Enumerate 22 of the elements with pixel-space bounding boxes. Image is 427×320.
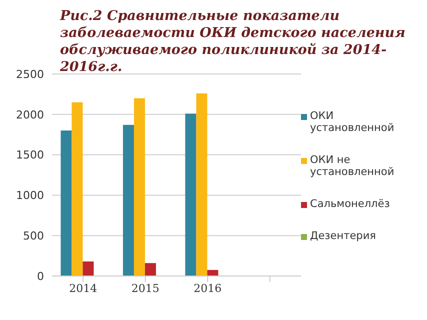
y-tick-label: 2000 [16,108,44,122]
bar [207,270,218,276]
bar [196,93,208,276]
legend-label: Дезентерия [310,230,376,242]
bar [122,124,134,276]
x-tick-label: 2014 [69,282,98,295]
y-tick-label: 500 [23,230,44,243]
bar [72,102,83,276]
y-tick-label: 0 [37,270,44,283]
bar [185,114,196,276]
bar [82,261,94,276]
y-tick-label: 1000 [16,189,44,202]
x-tick-label: 2015 [131,282,160,295]
bar [134,98,145,276]
bar [60,130,72,276]
y-tick-label: 2500 [16,68,44,81]
bar [144,263,156,276]
y-tick-label: 1500 [16,148,44,162]
legend-label: ОКИ не установленной [310,154,396,178]
legend-label: Сальмонеллёз [310,198,390,210]
x-tick-label: 2016 [194,282,222,295]
legend-label: ОКИ установленной [310,110,396,134]
